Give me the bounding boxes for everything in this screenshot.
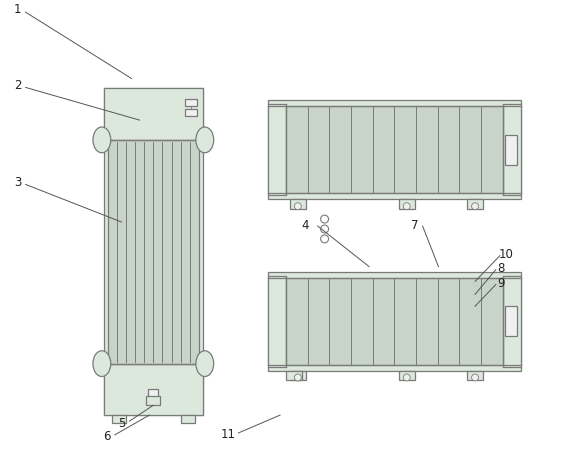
Bar — [268, 275, 286, 367]
Bar — [467, 370, 483, 380]
Circle shape — [472, 203, 479, 210]
Text: 8: 8 — [497, 262, 505, 275]
Circle shape — [403, 374, 410, 381]
Ellipse shape — [196, 351, 214, 377]
Bar — [290, 199, 306, 209]
Circle shape — [403, 203, 410, 210]
Bar — [290, 370, 306, 380]
Bar — [112, 415, 126, 423]
Text: 7: 7 — [411, 219, 418, 232]
Circle shape — [472, 374, 479, 381]
Bar — [268, 104, 286, 195]
Bar — [181, 415, 195, 423]
Bar — [268, 100, 521, 199]
Bar — [104, 89, 203, 140]
Text: 5: 5 — [118, 417, 125, 430]
Bar — [399, 370, 414, 380]
Bar — [505, 306, 517, 336]
Bar — [505, 135, 517, 164]
Text: 4: 4 — [301, 219, 308, 232]
Text: 10: 10 — [498, 248, 513, 261]
Bar — [104, 363, 203, 415]
Bar — [108, 140, 199, 363]
Bar — [467, 199, 483, 209]
Ellipse shape — [93, 351, 111, 377]
Text: 2: 2 — [14, 79, 22, 92]
Bar — [185, 109, 197, 116]
Text: 6: 6 — [103, 431, 111, 443]
Bar — [185, 99, 197, 106]
Text: 3: 3 — [14, 176, 22, 189]
Circle shape — [294, 374, 301, 381]
Bar — [149, 390, 158, 397]
Text: 9: 9 — [497, 277, 505, 290]
Bar — [286, 106, 503, 193]
Ellipse shape — [93, 127, 111, 153]
Bar — [503, 104, 521, 195]
Text: 11: 11 — [221, 428, 236, 441]
Bar — [286, 370, 302, 380]
Bar — [268, 272, 521, 370]
Text: 1: 1 — [14, 3, 22, 16]
Ellipse shape — [196, 127, 214, 153]
Bar — [104, 89, 203, 415]
Bar — [399, 199, 414, 209]
Bar — [503, 275, 521, 367]
Bar — [286, 277, 503, 364]
Bar — [146, 396, 160, 405]
Circle shape — [294, 203, 301, 210]
